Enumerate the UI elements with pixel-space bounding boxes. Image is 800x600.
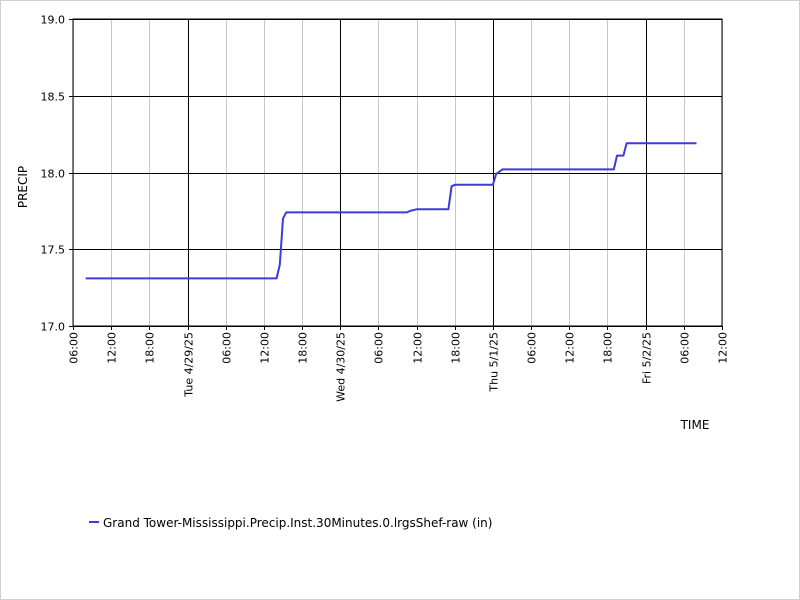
legend: Grand Tower-Mississippi.Precip.Inst.30Mi…	[89, 516, 492, 530]
y-tick-labels: 17.0 17.5 18.0 18.5 19.0	[41, 14, 66, 334]
x-tick-labels: 06:00 12:00 18:00 Tue 4/29/25 06:00 12:00 18:0…	[68, 332, 730, 402]
x-tick-label: 12:00	[106, 332, 119, 364]
x-tick-label: 06:00	[373, 332, 386, 364]
series-line	[85, 142, 697, 280]
x-tick-label: 18:00	[602, 332, 615, 364]
y-tick-label: 18.0	[41, 168, 66, 181]
x-tick-label: 06:00	[679, 332, 692, 364]
series-layer	[85, 142, 697, 280]
x-tick-label: Fri 5/2/25	[641, 332, 654, 384]
x-tick-label: Thu 5/1/25	[488, 332, 501, 393]
y-tick-label: 18.5	[41, 91, 66, 104]
x-tick-label: 18:00	[297, 332, 310, 364]
x-tick-label: Tue 4/29/25	[183, 332, 196, 398]
x-tick-label: 12:00	[717, 332, 730, 364]
x-tick-label: 12:00	[259, 332, 272, 364]
grid	[69, 19, 723, 330]
y-tick-label: 17.0	[41, 321, 66, 334]
y-axis-title: PRECIP	[16, 166, 30, 208]
y-tick-label: 17.5	[41, 244, 66, 257]
legend-label: Grand Tower-Mississippi.Precip.Inst.30Mi…	[103, 516, 492, 530]
x-tick-label: 18:00	[144, 332, 157, 364]
x-tick-label: Wed 4/30/25	[335, 332, 348, 402]
x-axis-title: TIME	[680, 418, 710, 432]
plot-area-border	[72, 18, 723, 327]
x-tick-label: 06:00	[526, 332, 539, 364]
y-tick-label: 19.0	[41, 14, 66, 27]
x-tick-label: 12:00	[412, 332, 425, 364]
x-tick-label: 12:00	[564, 332, 577, 364]
x-tick-label: 06:00	[68, 332, 81, 364]
x-tick-label: 06:00	[221, 332, 234, 364]
x-tick-label: 18:00	[450, 332, 463, 364]
